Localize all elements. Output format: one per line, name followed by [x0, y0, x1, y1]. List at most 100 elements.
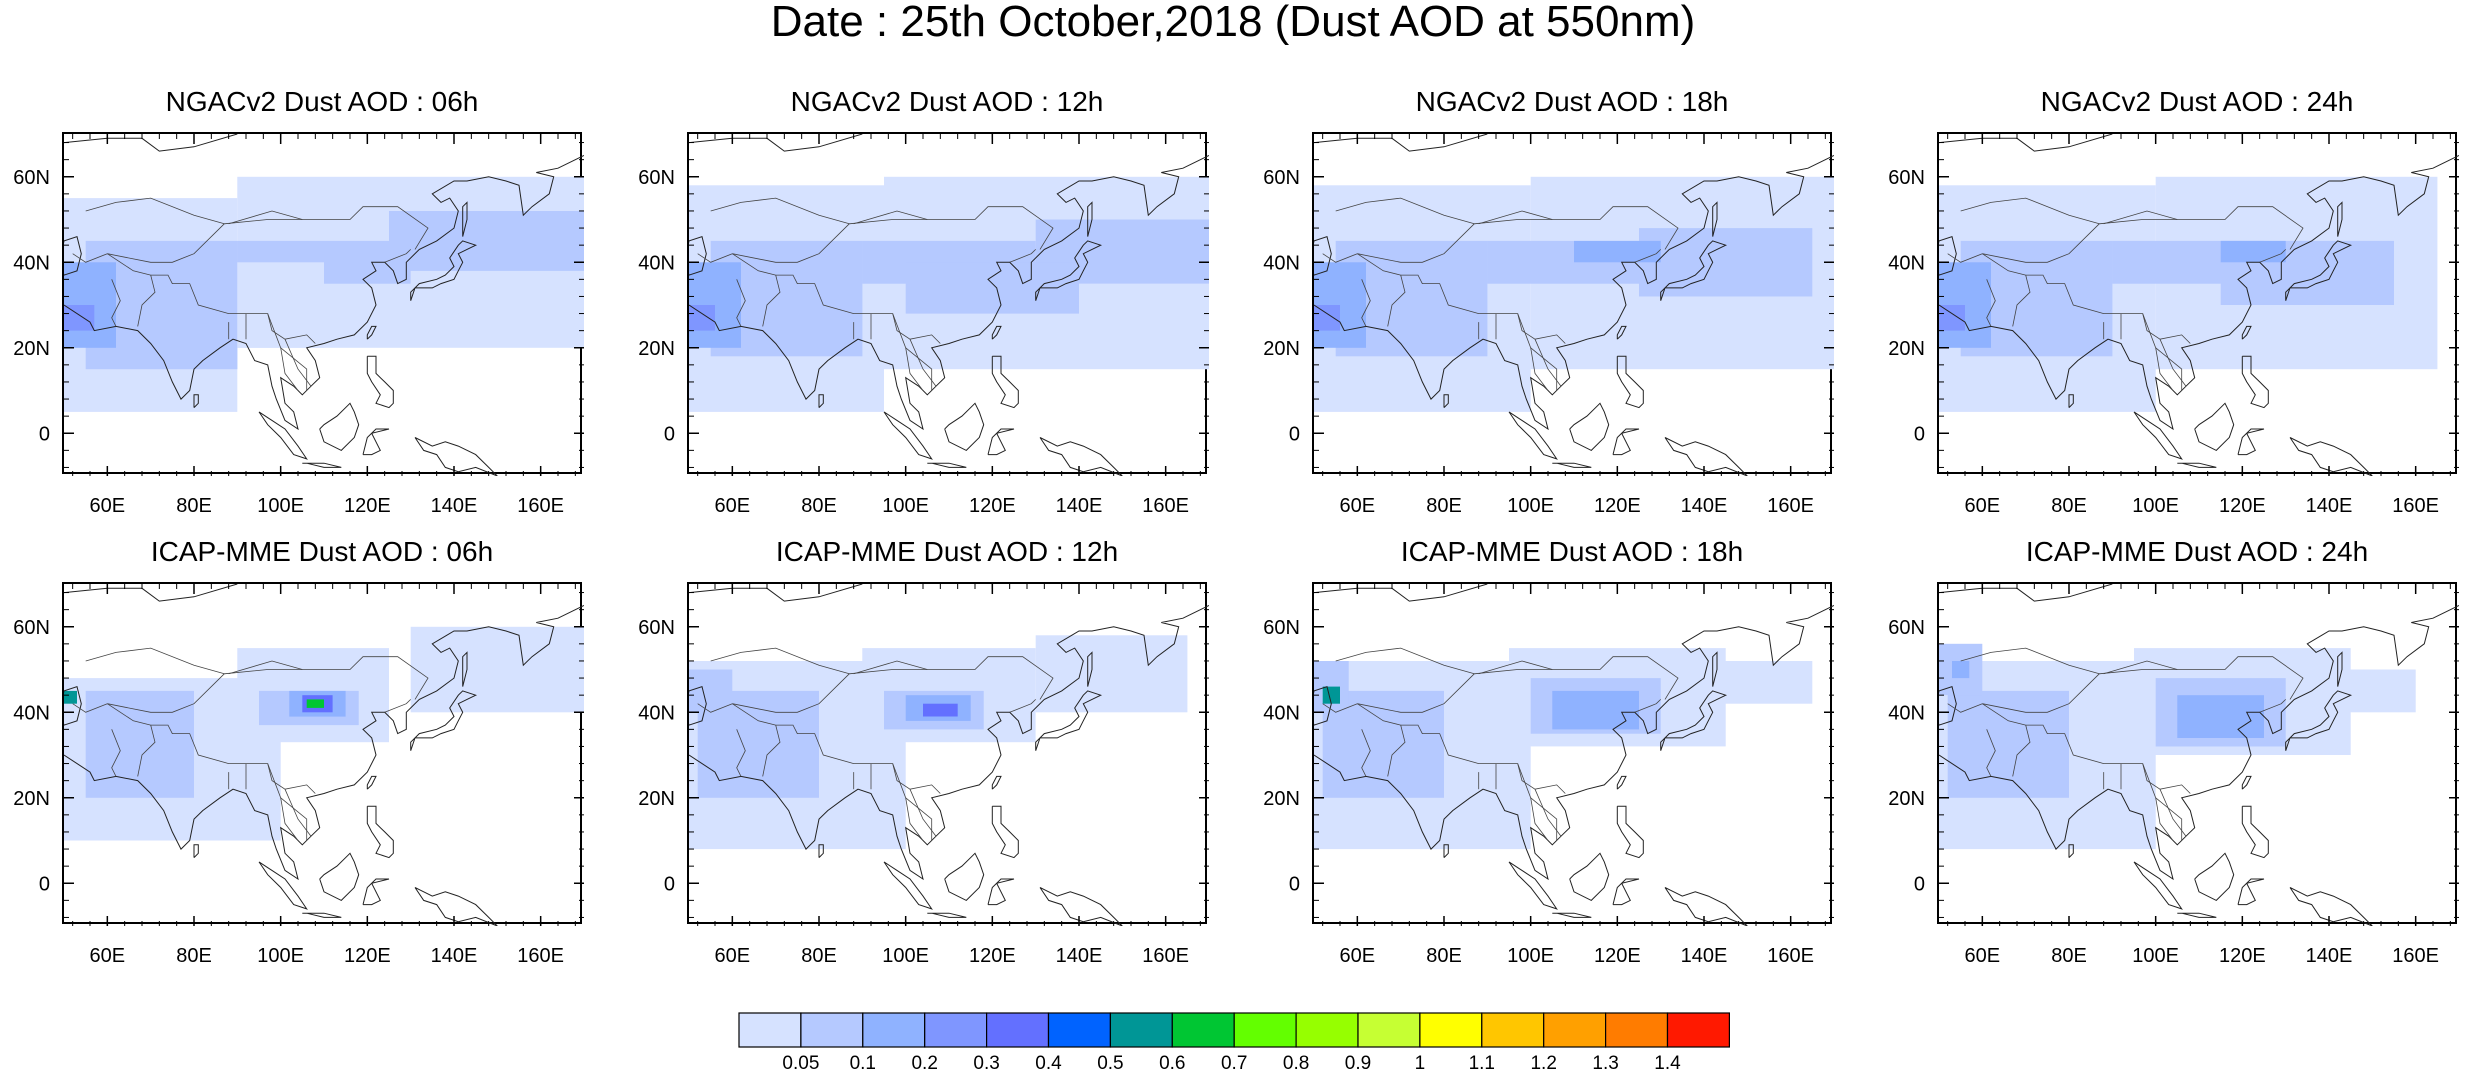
coastline: [1314, 604, 1834, 881]
country-border: [1009, 699, 1036, 713]
country-border: [107, 206, 429, 263]
coastline: [987, 428, 1015, 456]
colorbar-label: 0.05: [782, 1053, 819, 1072]
colorbar-swatch: [862, 1012, 926, 1048]
country-border: [2103, 210, 2178, 225]
lon-tick-label: 60E: [715, 945, 751, 967]
aod-cell: [2329, 669, 2416, 713]
coastline: [987, 878, 1015, 906]
country-border: [710, 197, 850, 225]
lat-tick-label: 60N: [638, 167, 675, 189]
coastline: [2285, 240, 2353, 301]
coastline: [462, 651, 468, 687]
coastline: [991, 325, 1002, 340]
lat-tick-label: 20N: [13, 338, 50, 360]
coastline: [818, 394, 824, 408]
lon-tick-label: 120E: [2219, 945, 2266, 967]
lon-tick-label: 80E: [1426, 495, 1462, 517]
coastline: [193, 844, 199, 858]
country-border: [85, 197, 225, 225]
coastline: [2237, 878, 2265, 906]
lon-tick-label: 60E: [1965, 495, 2001, 517]
country-border: [1986, 729, 1996, 777]
lon-tick-label: 60E: [1340, 945, 1376, 967]
country-border: [1335, 197, 1475, 225]
coastline: [319, 402, 360, 452]
country-border: [2142, 313, 2174, 391]
coastline: [2237, 428, 2265, 456]
country-border: [280, 797, 308, 841]
coastline: [1508, 861, 1558, 910]
country-border: [892, 313, 924, 391]
lat-tick-label: 0: [39, 423, 50, 445]
colorbar-swatch: [1109, 1012, 1173, 1048]
lon-tick-label: 60E: [1965, 945, 2001, 967]
lon-tick-label: 120E: [1594, 945, 1641, 967]
coastline: [1939, 685, 1957, 726]
colorbar-swatch: [1171, 1012, 1235, 1048]
colorbar-swatch: [738, 1012, 802, 1048]
coastline: [2337, 651, 2343, 687]
coastline: [1314, 685, 1332, 726]
lon-tick-label: 160E: [1767, 495, 1814, 517]
country-border: [72, 253, 108, 263]
colorbar-label: 1.4: [1654, 1053, 1681, 1072]
colorbar-label: 1.3: [1592, 1053, 1618, 1072]
lon-tick-label: 140E: [2306, 495, 2353, 517]
aod-cell: [64, 305, 95, 331]
coastline: [2241, 325, 2252, 340]
lon-tick-label: 60E: [90, 945, 126, 967]
lat-tick-label: 40N: [1263, 702, 1300, 724]
coastline: [1039, 887, 1123, 926]
country-border: [905, 797, 933, 841]
lat-tick-label: 60N: [1888, 167, 1925, 189]
coastline: [1314, 154, 1834, 431]
lon-tick-label: 80E: [801, 945, 837, 967]
lat-tick-label: 20N: [1263, 788, 1300, 810]
aod-cell: [1035, 635, 1188, 713]
lon-tick-label: 100E: [257, 945, 304, 967]
country-border: [1335, 647, 1475, 675]
coastline: [2177, 462, 2217, 468]
country-border: [853, 660, 928, 675]
coastline: [2289, 437, 2373, 476]
aod-cell: [1939, 305, 1965, 331]
country-border: [137, 725, 156, 777]
coastline: [2241, 805, 2269, 859]
coastline: [302, 912, 342, 918]
coastline: [1612, 428, 1640, 456]
coastline: [410, 240, 478, 301]
colorbar-swatch: [1419, 1012, 1483, 1048]
country-border: [384, 699, 411, 713]
coastline: [1939, 134, 2113, 152]
country-border: [1387, 275, 1406, 327]
lat-tick-label: 60N: [1888, 617, 1925, 639]
country-border: [267, 763, 299, 841]
coastline: [1616, 325, 1627, 340]
country-border: [853, 210, 928, 225]
colorbar-label: 1.2: [1530, 1053, 1556, 1072]
coastline: [1039, 437, 1123, 476]
coastline: [1087, 201, 1093, 237]
coastline: [64, 604, 584, 881]
coastline: [1035, 240, 1103, 301]
coastline: [1664, 887, 1748, 926]
country-border: [1982, 703, 2191, 794]
lon-tick-label: 160E: [1142, 495, 1189, 517]
lon-tick-label: 160E: [517, 945, 564, 967]
dust-aod-map: 60E 80E 100E 120E 140E 160E 60N 40N 20N 0: [1888, 134, 2459, 517]
panel-title: ICAP-MME Dust AOD : 18h: [1400, 536, 1744, 567]
country-border: [1517, 313, 1549, 391]
aod-cell: [2177, 695, 2264, 738]
country-border: [1960, 197, 2100, 225]
coastline: [193, 394, 199, 408]
colorbar-swatch: [986, 1012, 1050, 1048]
lat-tick-label: 0: [1914, 423, 1925, 445]
panel-title: NGACv2 Dust AOD : 12h: [790, 86, 1104, 117]
lon-tick-label: 120E: [2219, 495, 2266, 517]
map-panel: NGACv2 Dust AOD : 06h 60E 80E 100E 120E 140E 1…: [0, 88, 600, 528]
lat-tick-label: 40N: [1888, 702, 1925, 724]
coastline: [2068, 844, 2074, 858]
aod-cell: [85, 690, 194, 798]
lon-tick-label: 80E: [2051, 945, 2087, 967]
